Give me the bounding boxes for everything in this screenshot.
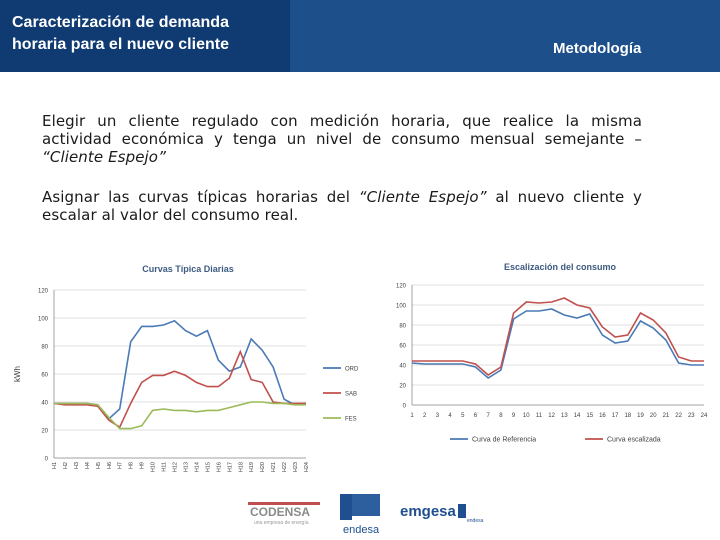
x-tick-label: 2	[423, 413, 427, 419]
legend-label: Curva escalizada	[607, 437, 661, 444]
x-tick-label: H22	[282, 462, 288, 472]
x-tick-label: H21	[271, 462, 277, 472]
chart-typical-daily-curves: Curvas Típica Diarias 0 20 40 60 80 100 120 H1 H2…	[13, 264, 359, 472]
x-tick-label: 20	[650, 413, 657, 419]
slide-header: Caracterización de demanda horaria para …	[0, 0, 720, 72]
x-tick-label: H6	[107, 462, 113, 469]
x-tick-label: H5	[96, 462, 102, 469]
series-line-1	[412, 297, 704, 376]
codensa-logo-subtext: una empresa de energía	[254, 520, 309, 526]
emgesa-logo-subtext: endesa	[467, 518, 484, 524]
y-tick-label: 20	[41, 429, 48, 435]
legend-label: SAB	[345, 392, 357, 398]
x-tick-label: 12	[548, 413, 555, 419]
x-tick-label: H24	[304, 462, 310, 472]
x-tick-label: H2	[63, 462, 69, 469]
x-tick-label: 8	[499, 413, 503, 419]
y-tick-label: 20	[399, 384, 406, 390]
x-tick-label: 7	[487, 413, 491, 419]
y-tick-label: 60	[41, 373, 48, 379]
x-tick-label: H16	[216, 462, 222, 472]
y-tick-label: 100	[38, 317, 49, 323]
x-tick-label: H14	[194, 462, 200, 472]
x-tick-label: 10	[523, 413, 530, 419]
slide-title: Caracterización de demanda horaria para …	[12, 12, 282, 56]
section-banner: Metodología	[290, 0, 720, 72]
endesa-logo-text: endesa	[343, 524, 380, 536]
x-tick-label: 11	[536, 413, 543, 419]
chart-title: Curvas Típica Diarias	[142, 264, 234, 274]
x-tick-label: H12	[173, 462, 179, 472]
legend-label: Curva de Referencia	[472, 437, 536, 444]
x-tick-label: 6	[474, 413, 478, 419]
x-tick-label: 16	[599, 413, 606, 419]
codensa-logo: CODENSA una empresa de energía	[248, 502, 320, 526]
y-tick-label: 120	[38, 289, 49, 295]
x-tick-label: 1	[410, 413, 414, 419]
x-tick-label: 14	[574, 413, 581, 419]
chart-title: Escalización del consumo	[504, 262, 617, 272]
paragraph-2-text-a: Asignar las curvas típicas horarias del	[42, 188, 359, 206]
emgesa-logo: emgesa endesa	[400, 503, 484, 524]
paragraph-1: Elegir un cliente regulado con medición …	[42, 112, 642, 166]
y-tick-label: 60	[399, 344, 406, 350]
y-axis-label: kWh	[13, 366, 22, 382]
x-tick-label: H11	[162, 462, 168, 472]
x-tick-label: H8	[129, 462, 135, 469]
paragraph-1-text: Elegir un cliente regulado con medición …	[42, 112, 642, 148]
x-tick-label: 13	[561, 413, 568, 419]
x-tick-label: H7	[118, 462, 124, 469]
x-tick-label: H20	[260, 462, 266, 472]
x-tick-label: H15	[205, 462, 211, 472]
x-tick-label: 3	[436, 413, 440, 419]
y-tick-label: 80	[399, 324, 406, 330]
x-tick-label: 24	[701, 413, 708, 419]
legend-label: ORD	[345, 367, 359, 373]
legend-label: FES	[345, 417, 357, 423]
x-tick-label: 23	[688, 413, 695, 419]
y-tick-label: 40	[399, 364, 406, 370]
codensa-logo-text: CODENSA	[250, 505, 310, 519]
paragraph-2: Asignar las curvas típicas horarias del …	[42, 188, 642, 224]
section-title: Metodología	[553, 40, 642, 57]
x-tick-label: H17	[227, 462, 233, 472]
x-tick-label: H1	[52, 462, 58, 469]
x-tick-label: H9	[140, 462, 146, 469]
y-tick-label: 120	[396, 284, 407, 290]
paragraph-1-italic: “Cliente Espejo”	[42, 148, 166, 166]
y-tick-label: 80	[41, 345, 48, 351]
x-tick-label: 22	[675, 413, 682, 419]
emgesa-logo-text: emgesa	[400, 503, 457, 520]
paragraph-2-italic: “Cliente Espejo”	[358, 188, 487, 206]
title-line-2: horaria para el nuevo cliente	[12, 36, 229, 53]
y-tick-label: 40	[41, 401, 48, 407]
endesa-logo: endesa	[340, 494, 380, 536]
series-line-0	[411, 308, 704, 379]
x-tick-label: H10	[151, 462, 157, 472]
x-tick-label: H13	[183, 462, 189, 472]
x-tick-label: 18	[624, 413, 631, 419]
x-tick-label: H4	[85, 462, 91, 469]
x-tick-label: H18	[238, 462, 244, 472]
title-line-1: Caracterización de demanda	[12, 14, 229, 31]
x-tick-label: 5	[461, 413, 465, 419]
series-line-1	[53, 349, 306, 429]
x-tick-label: 9	[512, 413, 516, 419]
y-tick-label: 0	[45, 457, 49, 463]
x-tick-label: H19	[249, 462, 255, 472]
x-tick-label: 19	[637, 413, 644, 419]
logos-footer: CODENSA una empresa de energía endesa em…	[248, 494, 484, 536]
x-tick-label: 15	[586, 413, 593, 419]
series-line-2	[54, 401, 306, 430]
chart-consumption-scaling: Escalización del consumo0204060801001201…	[396, 262, 708, 444]
x-tick-label: H3	[74, 462, 80, 469]
y-tick-label: 0	[403, 404, 407, 410]
x-tick-label: 4	[448, 413, 452, 419]
x-tick-label: 17	[612, 413, 619, 419]
x-tick-label: H23	[293, 462, 299, 472]
y-tick-label: 100	[396, 304, 407, 310]
paragraph-2-text-b: al nuevo cliente y escalar al valor del …	[42, 188, 642, 224]
x-tick-label: 21	[663, 413, 670, 419]
